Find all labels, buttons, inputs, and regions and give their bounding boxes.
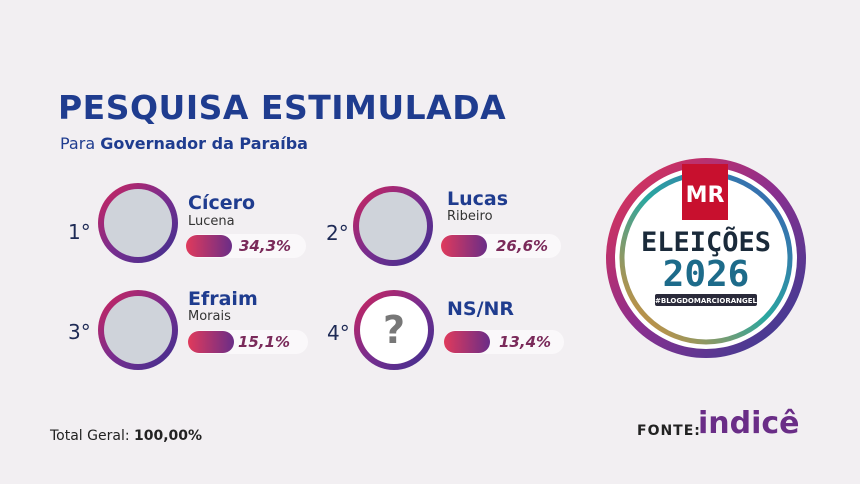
logo-tag: #BLOGDOMARCIORANGEL bbox=[655, 297, 758, 305]
name: NS/NR bbox=[447, 298, 515, 320]
title: PESQUISA ESTIMULADA bbox=[58, 88, 507, 127]
surname: Lucena bbox=[188, 214, 235, 229]
pill bbox=[188, 331, 234, 353]
name: Efraim bbox=[188, 288, 258, 310]
logo-line1: ELEIÇÕES bbox=[641, 226, 771, 258]
subtitle-prefix: Para bbox=[60, 134, 96, 153]
photo bbox=[353, 186, 433, 266]
total-label: Total Geral: bbox=[50, 428, 130, 444]
total: Total Geral: 100,00% bbox=[50, 428, 202, 444]
logo-line2: 2026 bbox=[663, 254, 750, 295]
pill bbox=[186, 235, 232, 257]
rank: 3° bbox=[68, 320, 91, 344]
photo bbox=[98, 290, 178, 370]
percent: 26,6% bbox=[496, 237, 549, 255]
photo bbox=[98, 183, 178, 263]
name: Cícero bbox=[188, 192, 256, 214]
total-value: 100,00% bbox=[134, 428, 203, 444]
rank: 4° bbox=[327, 321, 350, 345]
percent: 34,3% bbox=[239, 237, 292, 255]
source-label: FONTE: bbox=[637, 423, 701, 439]
subtitle: Para Governador da Paraíba bbox=[60, 134, 308, 153]
percent: 15,1% bbox=[238, 333, 291, 351]
surname: Ribeiro bbox=[447, 209, 493, 224]
pill bbox=[441, 235, 487, 257]
logo-tag-bg bbox=[655, 294, 757, 306]
logo: MR ELEIÇÕES 2026 #BLOGDOMARCIORANGEL bbox=[606, 158, 806, 358]
rank: 2° bbox=[326, 221, 349, 245]
name: Lucas bbox=[447, 188, 509, 210]
logo-box bbox=[682, 164, 728, 220]
rank: 1° bbox=[68, 220, 91, 244]
logo-brand: MR bbox=[686, 183, 725, 208]
subtitle-main: Governador da Paraíba bbox=[100, 134, 308, 153]
pill bbox=[444, 331, 490, 353]
surname: Morais bbox=[188, 309, 231, 324]
percent: 13,4% bbox=[499, 333, 552, 351]
photo-unknown: ? bbox=[354, 290, 434, 370]
source-logo: indicê bbox=[698, 406, 800, 441]
